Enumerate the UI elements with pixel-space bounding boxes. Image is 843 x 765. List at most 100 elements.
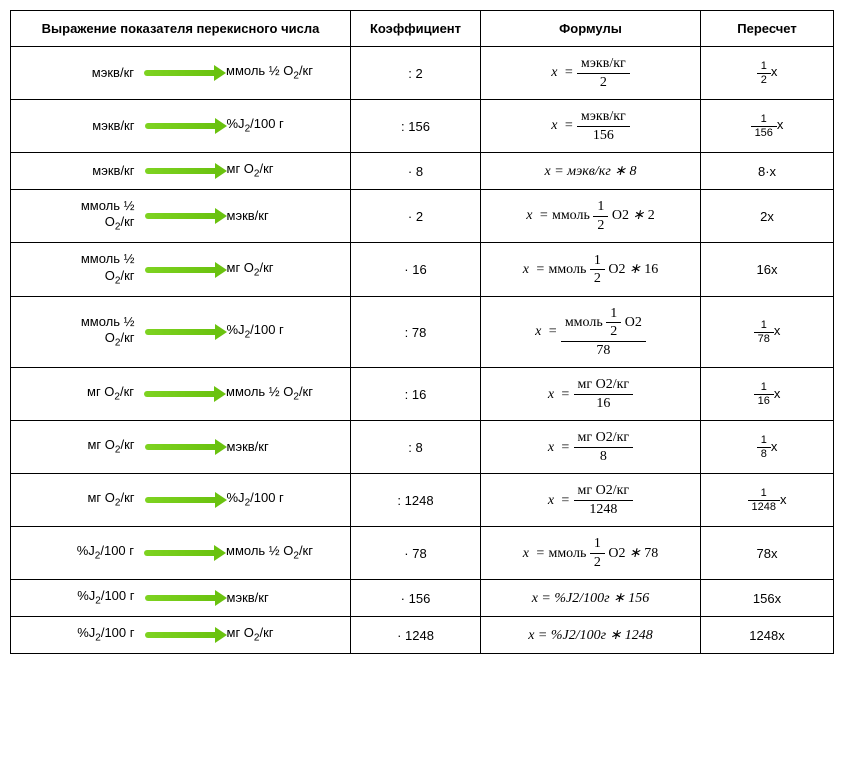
recalc-cell: 178x: [701, 296, 834, 368]
recalc-cell: 18x: [701, 421, 834, 474]
coefficient-cell: · 2: [351, 190, 481, 243]
formula-cell: x = %J2/100г ∗ 1248: [481, 617, 701, 654]
from-unit: ммоль ½O2/кг: [49, 314, 139, 350]
formula-cell: x = мэкв/кг156: [481, 100, 701, 153]
recalc-cell: 116x: [701, 368, 834, 421]
formula-cell: x = ммоль 12 O2 ∗ 2: [481, 190, 701, 243]
arrow-icon: [145, 595, 217, 601]
expression-cell: %J2/100 г ммоль ½ O2/кг: [11, 527, 351, 580]
recalc-cell: 156x: [701, 580, 834, 617]
arrow-icon: [145, 497, 217, 503]
from-unit: %J2/100 г: [49, 588, 139, 608]
from-unit: мэкв/кг: [48, 65, 138, 81]
formula-cell: x = мэкв/кг ∗ 8: [481, 153, 701, 190]
formula-cell: x = ммоль 12 O278: [481, 296, 701, 368]
to-unit: ммоль ½ O2/кг: [222, 543, 313, 563]
arrow-icon: [145, 267, 217, 273]
table-row: ммоль ½O2/кг %J2/100 г : 78x = ммоль 12 O2…: [11, 296, 834, 368]
expression-cell: мэкв/кг мг O2/кг: [11, 153, 351, 190]
table-row: мг O2/кг ммоль ½ O2/кг : 16x = мг O2/кг161…: [11, 368, 834, 421]
expression-cell: мг O2/кг мэкв/кг: [11, 421, 351, 474]
coefficient-cell: : 78: [351, 296, 481, 368]
from-unit: мг O2/кг: [49, 490, 139, 510]
arrow-icon: [145, 168, 217, 174]
from-unit: %J2/100 г: [48, 543, 138, 563]
header-recalc: Пересчет: [701, 11, 834, 47]
expression-cell: %J2/100 г мг O2/кг: [11, 617, 351, 654]
table-row: %J2/100 г мэкв/кг · 156x = %J2/100г ∗ 1561…: [11, 580, 834, 617]
formula-cell: x = %J2/100г ∗ 156: [481, 580, 701, 617]
header-expr: Выражение показателя перекисного числа: [11, 11, 351, 47]
table-row: мг O2/кг %J2/100 г : 1248x = мг O2/кг12481…: [11, 474, 834, 527]
expression-cell: мэкв/кг ммоль ½ O2/кг: [11, 47, 351, 100]
coefficient-cell: · 78: [351, 527, 481, 580]
from-unit: ммоль ½O2/кг: [49, 198, 139, 234]
coefficient-cell: : 2: [351, 47, 481, 100]
arrow-icon: [145, 123, 217, 129]
to-unit: ммоль ½ O2/кг: [222, 63, 313, 83]
to-unit: мэкв/кг: [223, 208, 313, 224]
from-unit: %J2/100 г: [49, 625, 139, 645]
expression-cell: мг O2/кг %J2/100 г: [11, 474, 351, 527]
recalc-cell: 2x: [701, 190, 834, 243]
to-unit: %J2/100 г: [223, 490, 313, 510]
coefficient-cell: · 1248: [351, 617, 481, 654]
table-row: ммоль ½O2/кг мэкв/кг · 2x = ммоль 12 O2 ∗ …: [11, 190, 834, 243]
expression-cell: ммоль ½O2/кг мг O2/кг: [11, 243, 351, 296]
to-unit: мг O2/кг: [223, 625, 313, 645]
arrow-icon: [145, 329, 217, 335]
table-row: мэкв/кг %J2/100 г : 156x = мэкв/кг1561156x: [11, 100, 834, 153]
to-unit: мг O2/кг: [223, 161, 313, 181]
formula-cell: x = ммоль 12 O2 ∗ 78: [481, 527, 701, 580]
formula-cell: x = мэкв/кг2: [481, 47, 701, 100]
coefficient-cell: : 16: [351, 368, 481, 421]
arrow-icon: [145, 632, 217, 638]
coefficient-cell: : 156: [351, 100, 481, 153]
arrow-icon: [144, 70, 216, 76]
table-row: мэкв/кг ммоль ½ O2/кг : 2x = мэкв/кг212x: [11, 47, 834, 100]
to-unit: %J2/100 г: [223, 322, 313, 342]
to-unit: мэкв/кг: [223, 590, 313, 606]
table-row: ммоль ½O2/кг мг O2/кг · 16x = ммоль 12 O2 …: [11, 243, 834, 296]
from-unit: мэкв/кг: [49, 118, 139, 134]
coefficient-cell: · 8: [351, 153, 481, 190]
to-unit: %J2/100 г: [223, 116, 313, 136]
from-unit: мг O2/кг: [48, 384, 138, 404]
header-row: Выражение показателя перекисного числа К…: [11, 11, 834, 47]
recalc-cell: 1248x: [701, 617, 834, 654]
recalc-cell: 12x: [701, 47, 834, 100]
recalc-cell: 11248x: [701, 474, 834, 527]
to-unit: ммоль ½ O2/кг: [222, 384, 313, 404]
coefficient-cell: : 1248: [351, 474, 481, 527]
from-unit: ммоль ½O2/кг: [49, 251, 139, 287]
expression-cell: мэкв/кг %J2/100 г: [11, 100, 351, 153]
table-row: мг O2/кгмэкв/кг: 8x = мг O2/кг818x: [11, 421, 834, 474]
recalc-cell: 78x: [701, 527, 834, 580]
header-coef: Коэффициент: [351, 11, 481, 47]
recalc-cell: 1156x: [701, 100, 834, 153]
table-row: %J2/100 г ммоль ½ O2/кг · 78x = ммоль 12 O…: [11, 527, 834, 580]
coefficient-cell: · 156: [351, 580, 481, 617]
from-unit: мг O2/кг: [49, 437, 139, 457]
table-row: мэкв/кг мг O2/кг · 8x = мэкв/кг ∗ 88·x: [11, 153, 834, 190]
conversion-table: Выражение показателя перекисного числа К…: [10, 10, 834, 654]
recalc-cell: 8·x: [701, 153, 834, 190]
arrow-icon: [145, 444, 217, 450]
coefficient-cell: : 8: [351, 421, 481, 474]
expression-cell: ммоль ½O2/кг %J2/100 г: [11, 296, 351, 368]
to-unit: мэкв/кг: [223, 439, 313, 455]
from-unit: мэкв/кг: [49, 163, 139, 179]
expression-cell: %J2/100 г мэкв/кг: [11, 580, 351, 617]
recalc-cell: 16x: [701, 243, 834, 296]
expression-cell: мг O2/кг ммоль ½ O2/кг: [11, 368, 351, 421]
to-unit: мг O2/кг: [223, 260, 313, 280]
formula-cell: x = ммоль 12 O2 ∗ 16: [481, 243, 701, 296]
expression-cell: ммоль ½O2/кг мэкв/кг: [11, 190, 351, 243]
arrow-icon: [144, 550, 216, 556]
arrow-icon: [144, 391, 216, 397]
arrow-icon: [145, 213, 217, 219]
formula-cell: x = мг O2/кг16: [481, 368, 701, 421]
formula-cell: x = мг O2/кг1248: [481, 474, 701, 527]
coefficient-cell: · 16: [351, 243, 481, 296]
header-formula: Формулы: [481, 11, 701, 47]
